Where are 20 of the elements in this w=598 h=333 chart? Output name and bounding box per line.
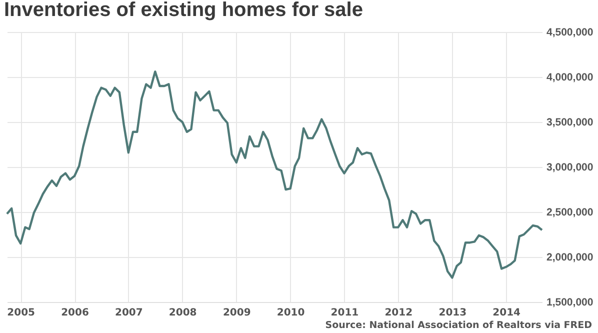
y-tick-label: 4,500,000 [546,26,594,38]
source-note: Source: National Association of Realtors via FRED [325,320,592,331]
y-tick-label: 3,500,000 [546,116,594,128]
x-tick-label: 2012 [384,308,413,318]
line-series [6,70,544,279]
x-tick-label: 2008 [168,308,197,318]
x-tick-label: 2007 [114,308,143,318]
y-tick-label: 4,000,000 [546,72,594,84]
chart-title: Inventories of existing homes for sale [4,0,363,21]
y-tick-label: 2,500,000 [546,206,594,218]
y-tick-label: 3,000,000 [546,162,594,174]
x-tick-label: 2009 [222,308,251,318]
x-tick-label: 2005 [7,308,36,318]
x-tick-label: 2011 [330,308,359,318]
x-tick-label: 2014 [492,308,521,318]
x-tick-label: 2010 [276,308,305,318]
y-tick-label: 2,000,000 [546,252,594,264]
x-tick-label: 2006 [61,308,89,318]
y-tick-label: 1,500,000 [546,296,594,308]
x-tick-label: 2013 [438,308,467,318]
